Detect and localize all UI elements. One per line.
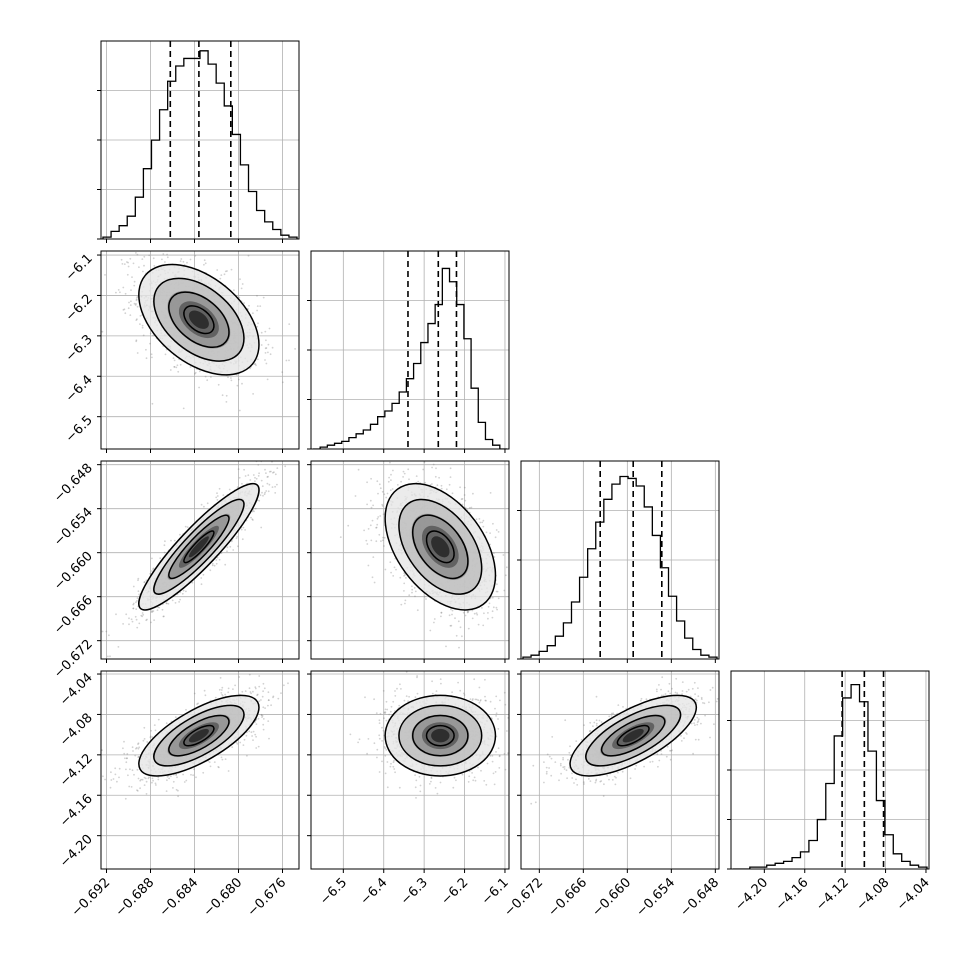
histogram-1 — [312, 267, 508, 449]
panel-0-0 — [97, 40, 300, 243]
contour-0 — [616, 724, 650, 747]
panel-content — [349, 671, 509, 799]
y-tick-label: −4.16 — [57, 791, 96, 830]
contour-2 — [398, 498, 483, 595]
contour-3 — [384, 694, 497, 777]
contour-0 — [425, 530, 455, 564]
density-level-4 — [188, 536, 209, 558]
x-tick-label: −0.666 — [546, 875, 591, 920]
contour-1 — [600, 714, 666, 757]
x-tick-label: −0.660 — [590, 875, 635, 920]
y-tick-label: −4.12 — [57, 751, 96, 790]
x-tick-label: −0.672 — [502, 875, 547, 920]
x-tick-label: −0.688 — [113, 875, 158, 920]
x-tick-label: −4.04 — [894, 875, 933, 914]
contour-1 — [168, 291, 230, 349]
x-tick-label: −6.5 — [317, 875, 350, 908]
x-tick-label: −6.2 — [438, 875, 471, 908]
density-level-4 — [188, 310, 209, 329]
panel-content — [530, 676, 719, 805]
y-tick-label: −0.654 — [51, 505, 96, 550]
contour-3 — [569, 694, 698, 777]
x-tick-label: −6.4 — [358, 875, 391, 908]
x-tick-label: −4.20 — [732, 875, 771, 914]
y-tick-label: −6.5 — [63, 413, 96, 446]
panel-content — [101, 461, 287, 658]
panel-content — [312, 251, 508, 449]
contour-0 — [183, 724, 215, 747]
panel-frame — [520, 670, 720, 870]
x-tick-label: −4.08 — [854, 875, 893, 914]
panel-3-2 — [517, 670, 720, 873]
panel-content — [101, 252, 296, 412]
panel-3-3 — [727, 670, 930, 873]
panel-frame — [100, 670, 300, 870]
histogram-0 — [102, 50, 298, 239]
x-tick-label: −0.684 — [157, 875, 202, 920]
density-level-4 — [431, 536, 450, 558]
contour-1 — [411, 514, 469, 580]
x-tick-label: −4.12 — [813, 875, 852, 914]
contour-0 — [183, 305, 215, 335]
contour-0 — [183, 530, 215, 564]
x-tick-label: −0.680 — [201, 875, 246, 920]
contour-1 — [168, 514, 230, 580]
y-tick-label: −0.666 — [51, 593, 96, 638]
panel-3-0 — [97, 670, 300, 873]
panel-frame — [310, 460, 510, 660]
density-level-4 — [431, 728, 450, 743]
panel-content — [339, 461, 508, 649]
histogram-3 — [732, 683, 928, 869]
histogram-2 — [522, 475, 718, 659]
panel-frame — [100, 250, 300, 450]
contour-3 — [384, 482, 497, 611]
contour-1 — [168, 714, 230, 757]
contour-3 — [138, 694, 260, 777]
x-tick-label: −6.3 — [398, 875, 431, 908]
panel-3-1 — [307, 670, 510, 873]
panel-frame — [310, 670, 510, 870]
y-tick-label: −6.4 — [63, 372, 96, 405]
density-level-4 — [622, 728, 644, 743]
y-tick-label: −6.1 — [63, 251, 96, 284]
contour-1 — [411, 714, 469, 757]
y-tick-label: −0.660 — [51, 549, 96, 594]
panel-content — [101, 673, 289, 800]
panel-2-2 — [517, 460, 720, 663]
x-tick-label: −0.692 — [69, 875, 114, 920]
y-tick-label: −4.20 — [57, 832, 96, 871]
contour-2 — [153, 704, 245, 767]
x-tick-label: −0.648 — [678, 875, 723, 920]
x-tick-label: −0.654 — [634, 875, 679, 920]
contour-2 — [153, 498, 245, 595]
y-tick-label: −0.648 — [51, 461, 96, 506]
panel-1-0 — [97, 250, 300, 453]
density-level-4 — [188, 728, 209, 743]
contour-3 — [138, 263, 260, 376]
contour-2 — [153, 277, 245, 362]
panel-2-1 — [307, 460, 510, 663]
panel-content — [732, 671, 928, 869]
panel-content — [522, 461, 718, 659]
contour-3 — [138, 482, 260, 611]
panel-1-1 — [307, 250, 510, 453]
panel-content — [102, 41, 298, 239]
y-tick-label: −6.2 — [63, 292, 96, 325]
contour-0 — [425, 724, 455, 747]
y-tick-label: −4.08 — [57, 711, 96, 750]
contour-2 — [398, 704, 483, 767]
x-tick-label: −0.676 — [245, 875, 290, 920]
panel-frame — [100, 460, 300, 660]
panel-2-0 — [97, 460, 300, 663]
x-tick-label: −4.16 — [773, 875, 812, 914]
contour-2 — [585, 704, 682, 767]
y-tick-label: −6.3 — [63, 332, 96, 365]
